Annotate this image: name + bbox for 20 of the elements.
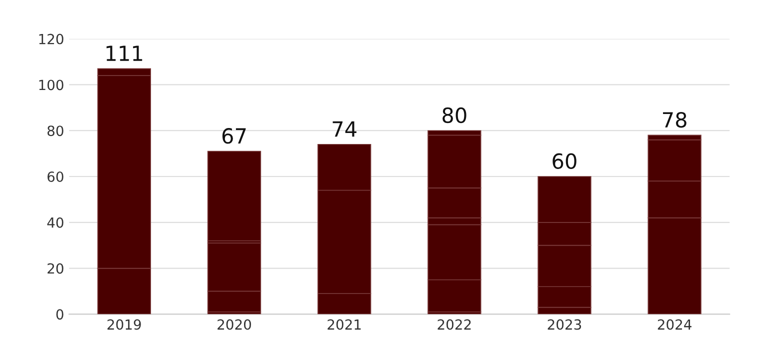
x-tick-label: 2021 [328, 319, 361, 330]
y-tick-label: 40 [47, 217, 64, 228]
y-tick-label: 100 [39, 80, 64, 90]
x-tick-label: 2024 [658, 319, 692, 330]
y-tick-label: 80 [48, 126, 64, 136]
total-label: 67 [222, 128, 246, 144]
total-label: 80 [442, 107, 466, 124]
total-label: 111 [106, 46, 142, 61]
y-tick-label: 20 [48, 263, 64, 274]
x-tick-label: 2020 [218, 319, 251, 330]
x-tick-label: 2023 [548, 319, 582, 330]
y-tick-label: 120 [39, 34, 64, 44]
bar [207, 150, 262, 242]
x-tick-label: 2022 [438, 319, 471, 330]
total-label: 60 [552, 153, 576, 170]
total-label: 74 [332, 121, 356, 137]
total-label: 78 [663, 112, 686, 128]
x-tick-label: 2019 [108, 319, 141, 330]
y-tick-label: 60 [48, 171, 64, 182]
y-tick-label: 0 [56, 309, 64, 320]
